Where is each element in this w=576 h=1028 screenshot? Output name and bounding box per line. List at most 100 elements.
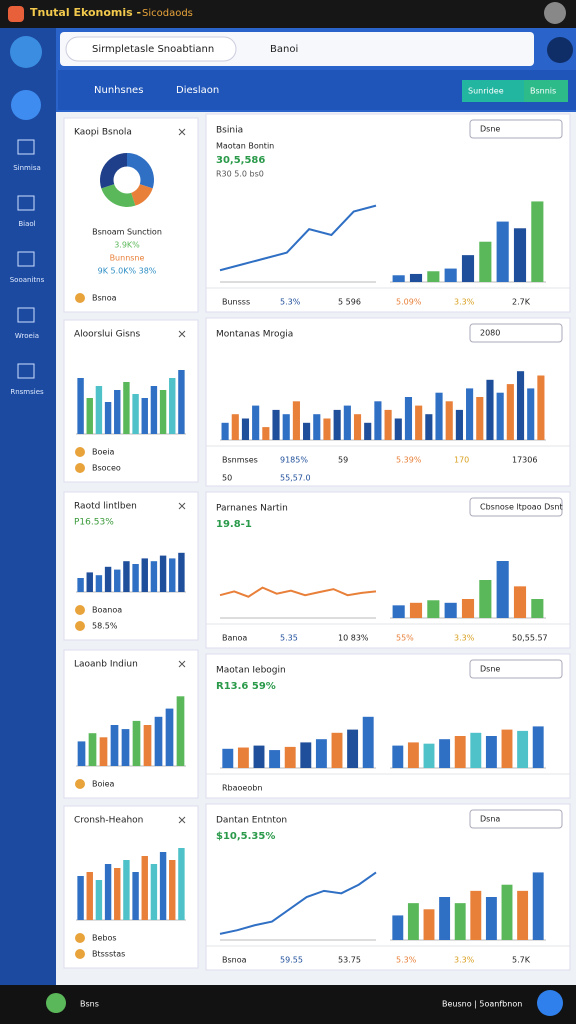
bar bbox=[231, 414, 239, 440]
bar bbox=[104, 864, 112, 920]
nav-icon[interactable] bbox=[17, 307, 35, 323]
bottom-icon[interactable] bbox=[46, 993, 66, 1013]
bar bbox=[439, 739, 451, 768]
bar bbox=[77, 578, 84, 592]
close-icon[interactable] bbox=[178, 502, 186, 510]
bar bbox=[221, 422, 229, 440]
footer-icon bbox=[75, 447, 85, 457]
stat: 5 596 bbox=[338, 298, 361, 307]
bar bbox=[95, 386, 103, 434]
home-icon[interactable] bbox=[11, 90, 41, 120]
nav-icon[interactable] bbox=[17, 363, 35, 379]
bar bbox=[423, 909, 435, 940]
bar bbox=[461, 599, 475, 618]
card-title: Cronsh-Heahon bbox=[74, 816, 143, 826]
bar bbox=[407, 742, 419, 768]
bar bbox=[95, 575, 103, 592]
bar bbox=[470, 890, 482, 940]
card-header: Maotan Bontin bbox=[216, 142, 274, 151]
bar bbox=[132, 872, 139, 920]
bar bbox=[532, 872, 544, 940]
stat: 5.3% bbox=[280, 298, 301, 307]
bar bbox=[269, 750, 281, 768]
bar bbox=[95, 880, 103, 920]
bar bbox=[132, 720, 141, 766]
nav-icon[interactable] bbox=[17, 139, 35, 155]
stat: 59.55 bbox=[280, 956, 303, 965]
bottom-bar bbox=[0, 985, 576, 1024]
close-icon[interactable] bbox=[178, 330, 186, 338]
profile-icon[interactable] bbox=[547, 37, 573, 63]
bar bbox=[141, 558, 148, 592]
stat: 55% bbox=[396, 634, 414, 643]
stat: 50 bbox=[222, 474, 232, 483]
fab[interactable] bbox=[537, 990, 563, 1016]
bar bbox=[444, 602, 457, 618]
search-query[interactable]: Banoi bbox=[270, 44, 298, 55]
nav-icon[interactable] bbox=[17, 195, 35, 211]
search-field[interactable] bbox=[65, 36, 237, 62]
bar bbox=[313, 414, 321, 440]
stat: 59 bbox=[338, 456, 348, 465]
tab[interactable]: Nunhsnes bbox=[94, 85, 143, 96]
card-value: R13.6 59% bbox=[216, 681, 276, 692]
bar bbox=[455, 409, 463, 440]
bar bbox=[501, 884, 513, 940]
bar bbox=[272, 409, 280, 440]
bar bbox=[537, 375, 545, 440]
action-button[interactable] bbox=[469, 119, 563, 139]
bar bbox=[423, 743, 435, 768]
donut-hole bbox=[113, 166, 141, 194]
bar bbox=[392, 745, 404, 768]
bar bbox=[143, 725, 152, 766]
card-text: Bunnsne bbox=[110, 254, 145, 263]
tab[interactable]: Dieslaon bbox=[176, 85, 219, 96]
stat: 5.3% bbox=[396, 956, 417, 965]
button-label[interactable]: Bsnnis bbox=[530, 87, 556, 96]
bar bbox=[178, 848, 185, 920]
bar bbox=[159, 555, 167, 592]
bar bbox=[506, 384, 514, 440]
bar bbox=[123, 561, 130, 592]
bar bbox=[404, 397, 413, 440]
action-button[interactable] bbox=[469, 497, 563, 517]
close-icon[interactable] bbox=[178, 816, 186, 824]
footer-icon bbox=[75, 621, 85, 631]
bar bbox=[531, 201, 544, 282]
footer-icon bbox=[75, 949, 85, 959]
bar bbox=[222, 748, 234, 768]
card-value: 19.8-1 bbox=[216, 519, 252, 530]
action-label: 2080 bbox=[480, 329, 500, 338]
button-label[interactable]: Sunridee bbox=[468, 87, 504, 96]
bar bbox=[527, 388, 535, 440]
app-title: Tnutal Ekonomis - bbox=[30, 6, 141, 19]
bar bbox=[445, 401, 453, 440]
bar bbox=[154, 716, 163, 766]
action-label: Dsna bbox=[480, 815, 500, 824]
bar bbox=[241, 418, 250, 440]
button[interactable] bbox=[524, 80, 568, 102]
stat: 50,55.57 bbox=[512, 634, 548, 643]
card bbox=[63, 649, 199, 799]
bar bbox=[517, 730, 529, 768]
button[interactable] bbox=[462, 80, 524, 102]
stat: 5.7K bbox=[512, 956, 531, 965]
bar bbox=[374, 401, 382, 440]
close-icon[interactable] bbox=[178, 660, 186, 668]
action-button[interactable] bbox=[469, 809, 563, 829]
sidebar bbox=[0, 28, 56, 985]
search-text[interactable]: Sirmpletasle Snoabtiann bbox=[92, 44, 214, 55]
card-title: Maotan Iebogin bbox=[216, 666, 286, 676]
bar bbox=[104, 402, 112, 434]
nav-icon[interactable] bbox=[17, 251, 35, 267]
action-button[interactable] bbox=[469, 323, 563, 343]
bar bbox=[435, 392, 443, 440]
bar bbox=[300, 742, 312, 768]
footer-icon bbox=[75, 779, 85, 789]
action-button[interactable] bbox=[469, 659, 563, 679]
avatar[interactable] bbox=[544, 2, 566, 24]
close-icon[interactable] bbox=[178, 128, 186, 136]
bar bbox=[169, 558, 176, 592]
bar bbox=[476, 397, 484, 440]
bar bbox=[159, 390, 167, 434]
